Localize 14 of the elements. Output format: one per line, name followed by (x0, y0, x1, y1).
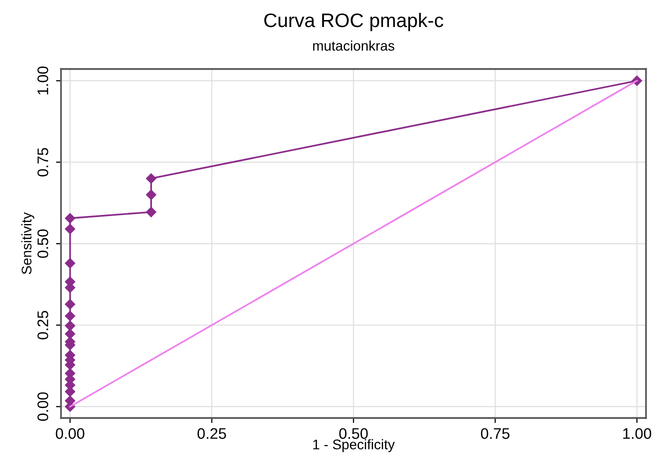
x-tick-label: 0.00 (56, 428, 84, 439)
y-tick-label: 0.50 (37, 229, 48, 258)
x-tick-label: 0.75 (480, 428, 510, 439)
y-tick-label: 0.25 (37, 310, 48, 340)
y-axis-title: Sensitivity (21, 212, 34, 274)
x-axis-title: 1 - Specificity (313, 439, 395, 452)
x-tick-label: 0.50 (339, 428, 368, 439)
y-tick-label: 0.75 (37, 148, 48, 176)
y-tick-label: 1.00 (37, 66, 48, 94)
x-tick-label: 0.25 (198, 428, 226, 439)
y-tick-label: 0.00 (37, 392, 48, 421)
x-tick-label: 1.00 (623, 428, 652, 439)
chart-subtitle: mutacionkras (313, 40, 394, 51)
chart-title: Curva ROC pmapk-c (264, 12, 444, 32)
